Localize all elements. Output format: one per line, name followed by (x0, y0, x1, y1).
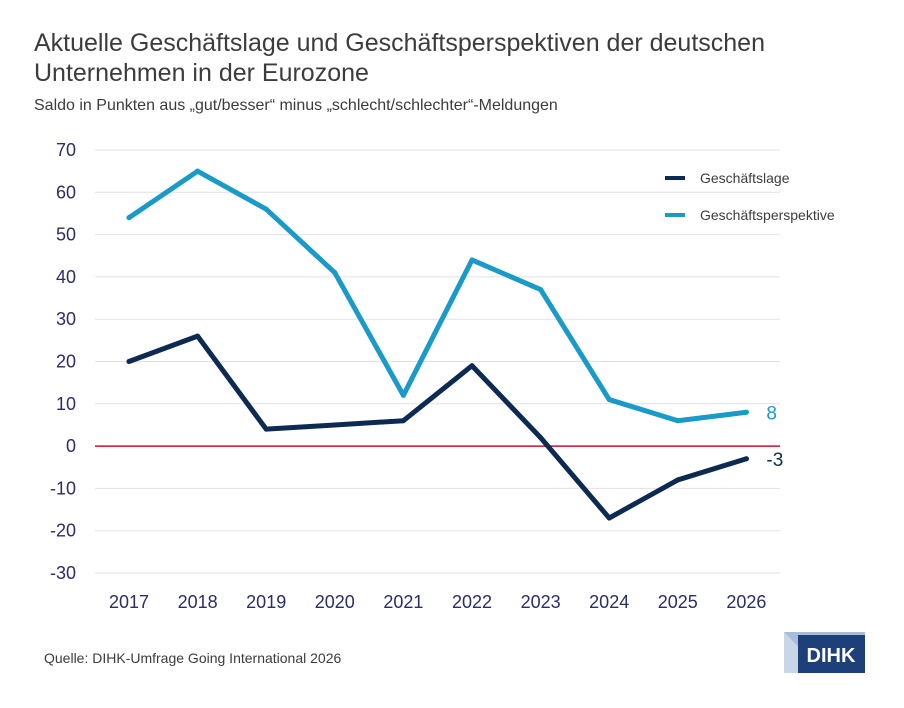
x-tick-label: 2024 (589, 592, 629, 612)
data-point (195, 333, 201, 339)
x-tick-label: 2018 (178, 592, 218, 612)
y-tick-label: 40 (56, 267, 76, 287)
end-value-label: -3 (766, 450, 783, 471)
series-lines: 8 -3 (126, 168, 783, 521)
data-point (538, 435, 544, 441)
data-point (126, 359, 132, 364)
y-tick-label: 0 (66, 436, 76, 456)
x-tick-label: 2021 (383, 592, 423, 612)
data-point (400, 392, 406, 398)
legend-label: Geschäftslage (700, 170, 790, 186)
y-tick-label: 50 (56, 225, 76, 245)
data-point (400, 418, 406, 424)
y-tick-label: 70 (56, 140, 76, 160)
y-axis-ticks: 70 60 50 40 30 20 10 0 -10 -20 -30 (50, 140, 76, 583)
data-point (263, 206, 269, 212)
series-line-geschaeftslage (126, 333, 749, 521)
y-tick-label: 20 (56, 352, 76, 372)
data-point (332, 270, 338, 276)
x-tick-label: 2017 (109, 592, 149, 612)
x-tick-label: 2026 (726, 592, 766, 612)
chart-subtitle: Saldo in Punkten aus „gut/besser“ minus … (34, 97, 558, 114)
chart-title: Aktuelle Geschäftslage und Geschäftspers… (34, 29, 765, 87)
data-point (675, 477, 681, 483)
x-tick-label: 2019 (246, 592, 286, 612)
y-tick-label: 10 (56, 394, 76, 414)
data-point (126, 215, 132, 221)
y-tick-label: -20 (50, 521, 76, 541)
data-point (606, 515, 612, 521)
data-point (675, 418, 681, 424)
y-tick-label: -10 (50, 478, 76, 498)
x-tick-label: 2023 (521, 592, 561, 612)
logo-text: DIHK (807, 645, 856, 667)
data-point (195, 168, 201, 174)
dihk-logo: DIHK (784, 632, 865, 673)
data-point (538, 287, 544, 293)
series-line-geschaeftsperspektive (126, 168, 749, 424)
x-axis-ticks: 2017 2018 2019 2020 2021 2022 2023 2024 2025 2026 (109, 592, 766, 612)
data-point (743, 409, 749, 415)
x-tick-label: 2022 (452, 592, 492, 612)
legend: Geschäftslage Geschäftsperspektive (665, 170, 835, 223)
data-point (469, 363, 475, 369)
end-value-label: 8 (766, 403, 777, 424)
data-point (469, 257, 475, 263)
y-tick-label: -30 (50, 563, 76, 583)
legend-label: Geschäftsperspektive (700, 207, 835, 223)
y-tick-label: 60 (56, 182, 76, 202)
source-note: Quelle: DIHK-Umfrage Going International… (44, 650, 342, 666)
y-tick-label: 30 (56, 309, 76, 329)
data-point (263, 426, 269, 432)
x-tick-label: 2020 (315, 592, 355, 612)
x-tick-label: 2025 (658, 592, 698, 612)
data-point (606, 397, 612, 403)
data-point (743, 456, 749, 462)
data-point (332, 422, 338, 428)
